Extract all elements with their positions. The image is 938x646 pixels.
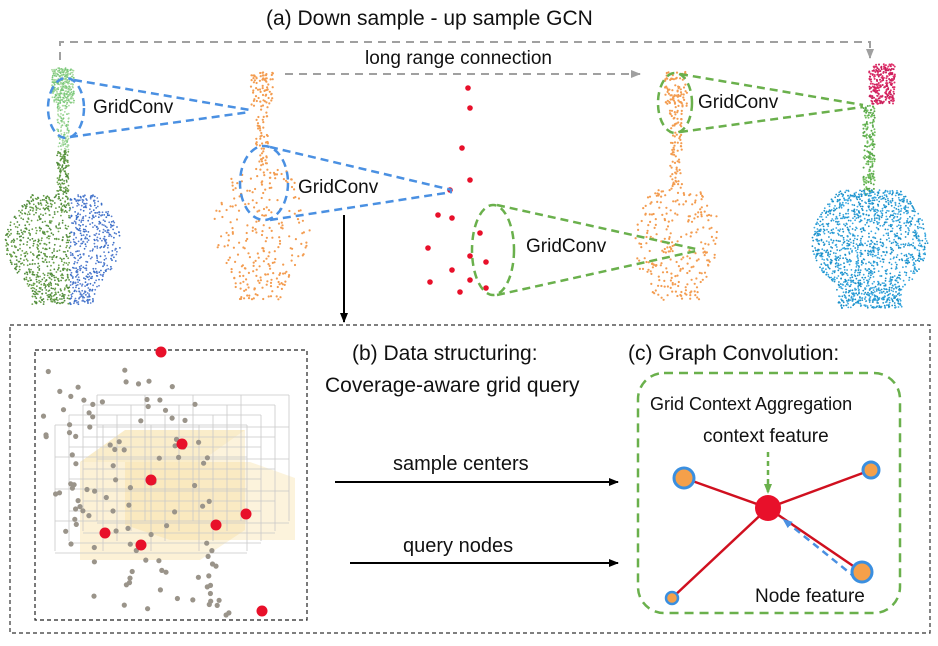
panel-b-subtitle: Coverage-aware grid query [325, 374, 580, 397]
node-feature-arrow [782, 518, 857, 579]
gridconv-label-4: GridConv [526, 236, 607, 257]
panel-c-title: (c) Graph Convolution: [628, 342, 840, 365]
panel-b-title: (b) Data structuring: [352, 342, 538, 365]
gridconv-label-2: GridConv [298, 177, 379, 198]
panel-c-subtitle: Grid Context Aggregation [650, 394, 853, 414]
neighbor-node-4 [850, 560, 874, 584]
grid-query-illustration [40, 346, 295, 618]
long-range-label: long range connection [365, 48, 552, 69]
query-nodes-label: query nodes [403, 535, 514, 557]
point-clouds [4, 63, 929, 309]
neighbor-node-1 [672, 466, 696, 490]
gridconv-cone-1 [46, 76, 251, 140]
context-feature-label: context feature [703, 426, 829, 447]
star-graph [664, 452, 881, 606]
neighbor-node-2 [861, 460, 881, 480]
center-node [755, 495, 781, 521]
gridconv-cone-4 [470, 203, 697, 297]
sample-centers-label: sample centers [393, 453, 529, 475]
gridconv-cone-3 [656, 71, 864, 135]
gridconv-label-3: GridConv [698, 92, 779, 113]
lower-panel-frame [9, 324, 931, 634]
figure-title: (a) Down sample - up sample GCN [266, 7, 593, 30]
graph-conv-frame [636, 371, 902, 615]
gridconv-label-1: GridConv [93, 97, 174, 118]
gridconv-cone-2 [238, 144, 453, 222]
node-feature-label: Node feature [755, 586, 865, 607]
top-skip-connection [59, 41, 874, 60]
neighbor-node-3 [664, 590, 680, 606]
